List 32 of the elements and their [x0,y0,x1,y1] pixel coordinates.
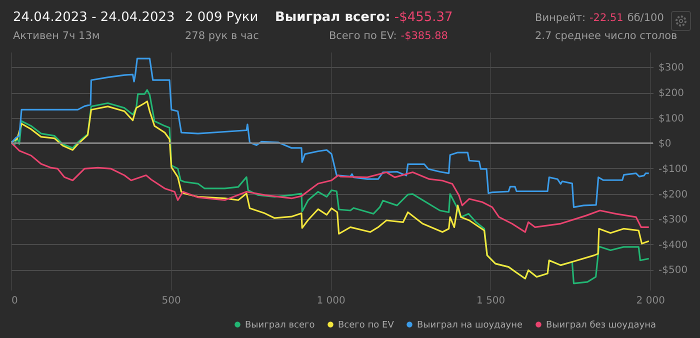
y-tick-label: $200 [658,88,684,100]
chart-title: 24.04.2023 - 24.04.2023 [13,10,175,25]
x-tick-label: 500 [162,296,181,306]
text: бб/100 [627,12,664,24]
text: 278 рук в час [185,30,259,42]
legend-label: Выиграл всего [245,320,316,331]
text: -$455.37 [394,10,453,25]
y-tick-label: -$400 [658,240,688,251]
y-tick-label: $0 [658,138,672,150]
x-tick-label: 0 [12,296,18,306]
x-tick-label: 1 500 [476,296,506,306]
text: 2.7 среднее число столов [535,30,678,42]
y-tick-label: -$500 [658,265,688,276]
text: -$385.88 [400,30,448,42]
y-tick-label: -$300 [658,214,688,226]
text: Всего по EV: [328,30,397,42]
y-tick-label: -$200 [658,189,688,200]
y-tick-label: $100 [658,113,684,124]
text: Винрейт: [535,12,586,24]
text: -22.51 [590,12,624,24]
y-tick-label: -$100 [658,164,688,175]
y-tick-label: $300 [658,62,684,74]
x-tick-label: 1 000 [316,296,346,306]
line-series [11,142,650,233]
legend-label: Выиграл на шоудауне [417,320,523,331]
line-series [11,58,650,208]
legend-label: Всего по EV [338,320,395,331]
text: Выиграл всего: [275,10,390,25]
chart-subtitle: Активен 7ч 13м [13,30,100,42]
text: 2 009 Руки [185,10,258,25]
x-tick-label: 2 000 [636,296,665,306]
legend-label: Выиграл без шоудауна [546,320,656,331]
